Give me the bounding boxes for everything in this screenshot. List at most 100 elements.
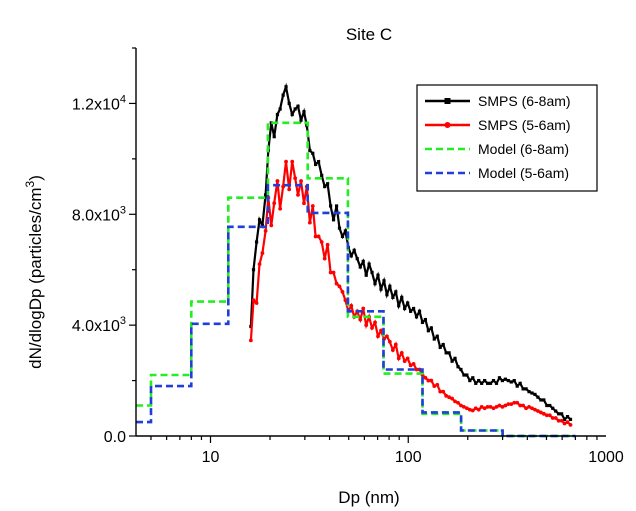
legend-label: SMPS (5-6am) — [478, 117, 571, 133]
data-point — [358, 265, 362, 269]
data-point — [352, 248, 356, 252]
data-point — [453, 399, 457, 404]
data-point — [331, 218, 336, 222]
data-point — [287, 101, 291, 106]
data-point — [533, 407, 537, 412]
data-point — [331, 270, 336, 275]
data-point — [432, 384, 437, 389]
data-point — [388, 284, 392, 288]
data-point — [459, 367, 463, 372]
data-point — [390, 348, 395, 352]
data-point — [485, 405, 490, 409]
data-point — [326, 182, 330, 186]
data-point — [302, 201, 306, 206]
data-point — [272, 201, 277, 206]
data-point — [557, 412, 561, 416]
y-axis-label-end: ) — [26, 175, 45, 181]
data-point — [293, 176, 298, 181]
data-point — [337, 226, 342, 230]
data-point — [251, 268, 256, 272]
data-point — [379, 287, 383, 291]
data-point — [308, 148, 312, 153]
data-point — [358, 317, 363, 322]
series-line — [136, 183, 576, 438]
data-point — [509, 402, 514, 407]
y-tick-label: 4.0x103 — [72, 315, 126, 335]
series-1 — [249, 82, 573, 422]
data-point — [417, 309, 422, 313]
data-point — [248, 338, 253, 343]
data-point — [361, 306, 366, 311]
data-point — [343, 229, 347, 233]
series-4 — [136, 183, 576, 438]
data-point — [562, 421, 567, 426]
data-point — [553, 416, 558, 420]
data-point — [539, 398, 543, 402]
data-point — [284, 159, 288, 164]
legend-label: Model (6-8am) — [478, 141, 569, 157]
y-axis-label-text: dN/dlogDp (particles/cm — [26, 187, 45, 368]
data-point — [322, 256, 327, 261]
data-point — [447, 395, 451, 400]
data-point — [385, 334, 389, 339]
data-point — [482, 406, 487, 411]
data-point — [550, 416, 555, 420]
data-point — [450, 396, 454, 401]
data-point — [456, 400, 460, 405]
data-point — [536, 395, 540, 399]
data-point — [396, 356, 401, 361]
data-point — [290, 159, 295, 164]
data-point — [325, 242, 330, 247]
data-point — [429, 378, 434, 383]
data-point — [503, 377, 507, 381]
plot-area — [136, 82, 576, 438]
data-point — [538, 410, 543, 415]
data-point — [521, 387, 525, 391]
data-point — [483, 378, 487, 383]
data-point — [545, 403, 549, 408]
data-point — [334, 204, 339, 208]
chart-title: Site C — [346, 25, 392, 44]
data-point — [328, 270, 333, 275]
data-point — [536, 409, 540, 413]
data-point — [541, 411, 546, 416]
data-point — [494, 381, 499, 385]
legend: SMPS (6-8am) SMPS (5-6am) Model (6-8am) Mod… — [416, 84, 598, 192]
data-point — [568, 423, 573, 427]
data-point — [468, 378, 472, 383]
legend-item: SMPS (6-8am) — [425, 93, 571, 109]
data-point — [450, 359, 454, 363]
data-point — [275, 179, 280, 183]
x-tick-label: 100 — [395, 449, 422, 466]
data-point — [355, 257, 359, 261]
data-point — [524, 387, 528, 391]
data-point — [479, 405, 484, 409]
data-point — [302, 110, 306, 114]
y-axis-label: dN/dlogDp (particles/cm3) — [23, 175, 45, 369]
data-point — [399, 350, 404, 355]
data-point — [509, 380, 513, 384]
data-point — [441, 342, 445, 347]
legend-label: Model (5-6am) — [478, 165, 569, 181]
data-point — [316, 160, 321, 164]
data-point — [364, 273, 368, 277]
data-point — [524, 406, 528, 411]
data-point — [290, 112, 294, 117]
data-point — [497, 376, 502, 380]
data-point — [287, 187, 292, 192]
data-point — [462, 405, 466, 409]
data-point — [533, 392, 537, 397]
legend-item: Model (6-8am) — [425, 141, 569, 157]
data-point — [485, 381, 490, 385]
data-point — [414, 367, 419, 372]
data-point — [426, 378, 431, 383]
data-point — [527, 405, 531, 409]
data-point — [512, 400, 517, 405]
data-point — [560, 412, 564, 416]
data-point — [284, 85, 288, 89]
data-point — [411, 306, 416, 311]
data-point — [527, 390, 531, 394]
data-point — [503, 403, 508, 408]
data-point — [447, 351, 451, 355]
